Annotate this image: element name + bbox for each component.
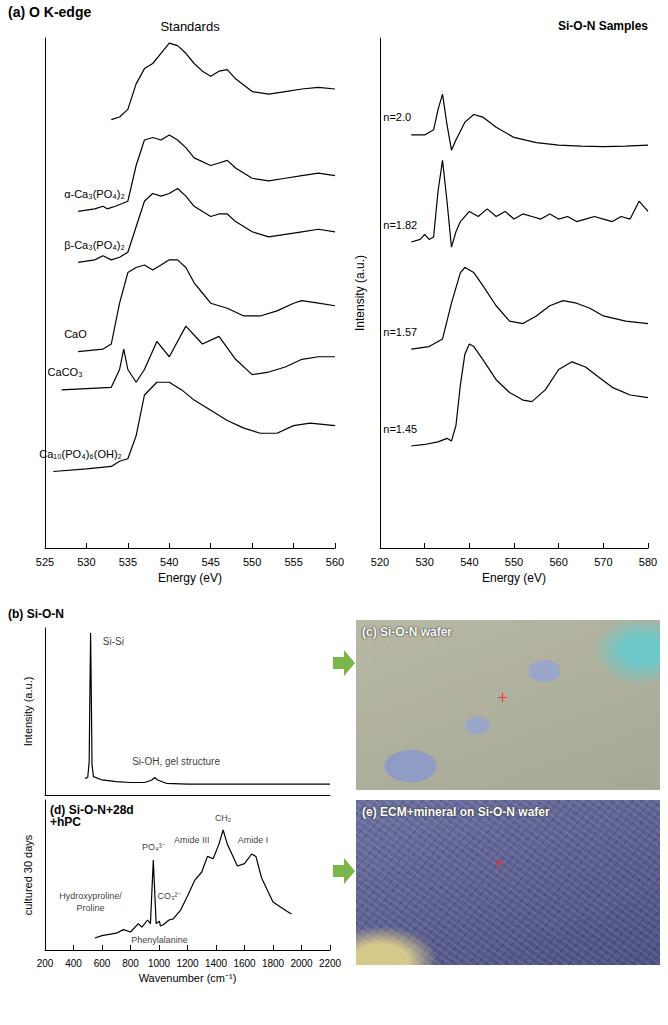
svg-text:1000: 1000	[148, 958, 171, 969]
svg-text:540: 540	[460, 556, 478, 568]
svg-text:Wavenumber (cm⁻¹): Wavenumber (cm⁻¹)	[139, 972, 237, 984]
svg-text:550: 550	[505, 556, 523, 568]
svg-text:n=1.45: n=1.45	[383, 423, 417, 435]
svg-text:530: 530	[415, 556, 433, 568]
svg-text:Si-OH, gel structure: Si-OH, gel structure	[132, 756, 220, 767]
svg-text:1400: 1400	[205, 958, 228, 969]
svg-text:525: 525	[36, 556, 54, 568]
svg-text:555: 555	[284, 556, 302, 568]
svg-text:Energy (eV): Energy (eV)	[482, 571, 546, 585]
svg-text:Standards: Standards	[160, 19, 220, 34]
svg-text:1200: 1200	[176, 958, 199, 969]
svg-text:Phenylalanine: Phenylalanine	[131, 935, 188, 945]
svg-text:800: 800	[122, 958, 139, 969]
svg-text:2200: 2200	[319, 958, 342, 969]
svg-text:600: 600	[94, 958, 111, 969]
svg-text:Hydroxyproline/: Hydroxyproline/	[59, 891, 122, 901]
svg-text:580: 580	[639, 556, 657, 568]
svg-text:550: 550	[243, 556, 261, 568]
svg-text:(a) O K-edge: (a) O K-edge	[8, 4, 91, 20]
svg-text:560: 560	[549, 556, 567, 568]
svg-text:400: 400	[65, 958, 82, 969]
svg-text:2000: 2000	[290, 958, 313, 969]
svg-text:Si-O-N Samples: Si-O-N Samples	[558, 19, 648, 33]
svg-text:200: 200	[37, 958, 54, 969]
svg-text:560: 560	[326, 556, 344, 568]
svg-text:n=1.82: n=1.82	[383, 219, 417, 231]
svg-text:(d) Si-O-N+28d: (d) Si-O-N+28d	[50, 803, 137, 817]
svg-text:PO₄³⁻: PO₄³⁻	[142, 842, 165, 852]
svg-text:cultured 30 days: cultured 30 days	[22, 834, 34, 915]
svg-text:540: 540	[160, 556, 178, 568]
svg-text:Ca₁₀(PO₄)₆(OH)₂: Ca₁₀(PO₄)₆(OH)₂	[39, 448, 122, 460]
svg-text:Proline: Proline	[77, 903, 105, 913]
svg-text:CaCO₃: CaCO₃	[48, 366, 83, 378]
svg-text:CH₂: CH₂	[215, 813, 232, 823]
html-text:(e) ECM+mineral on Si-O-N wafe: (e) ECM+mineral on Si-O-N wafer	[362, 805, 550, 819]
svg-text:1600: 1600	[233, 958, 256, 969]
svg-text:520: 520	[371, 556, 389, 568]
svg-text:n=1.57: n=1.57	[383, 326, 417, 338]
svg-text:1800: 1800	[262, 958, 285, 969]
svg-text:Intensity (a.u.): Intensity (a.u.)	[22, 677, 34, 747]
svg-text:570: 570	[594, 556, 612, 568]
svg-text:545: 545	[202, 556, 220, 568]
svg-text:Amide III: Amide III	[174, 835, 210, 845]
svg-text:535: 535	[119, 556, 137, 568]
html-text:(c) Si-O-N wafer: (c) Si-O-N wafer	[362, 625, 452, 639]
svg-text:n=2.0: n=2.0	[383, 111, 411, 123]
svg-text:Energy (eV): Energy (eV)	[158, 571, 222, 585]
svg-text:Si-Si: Si-Si	[103, 636, 124, 647]
svg-text:530: 530	[77, 556, 95, 568]
svg-text:CaO: CaO	[64, 328, 87, 340]
svg-text:α-Ca₃(PO₄)₂: α-Ca₃(PO₄)₂	[64, 188, 125, 200]
svg-text:CO₃²⁻: CO₃²⁻	[157, 891, 180, 901]
svg-text:β-Ca₃(PO₄)₂: β-Ca₃(PO₄)₂	[64, 239, 125, 251]
svg-text:Amide I: Amide I	[238, 835, 269, 845]
svg-text:+hPC: +hPC	[50, 815, 81, 829]
svg-text:Intensity (a.u.): Intensity (a.u.)	[353, 255, 367, 331]
svg-text:(b) Si-O-N: (b) Si-O-N	[8, 607, 64, 621]
